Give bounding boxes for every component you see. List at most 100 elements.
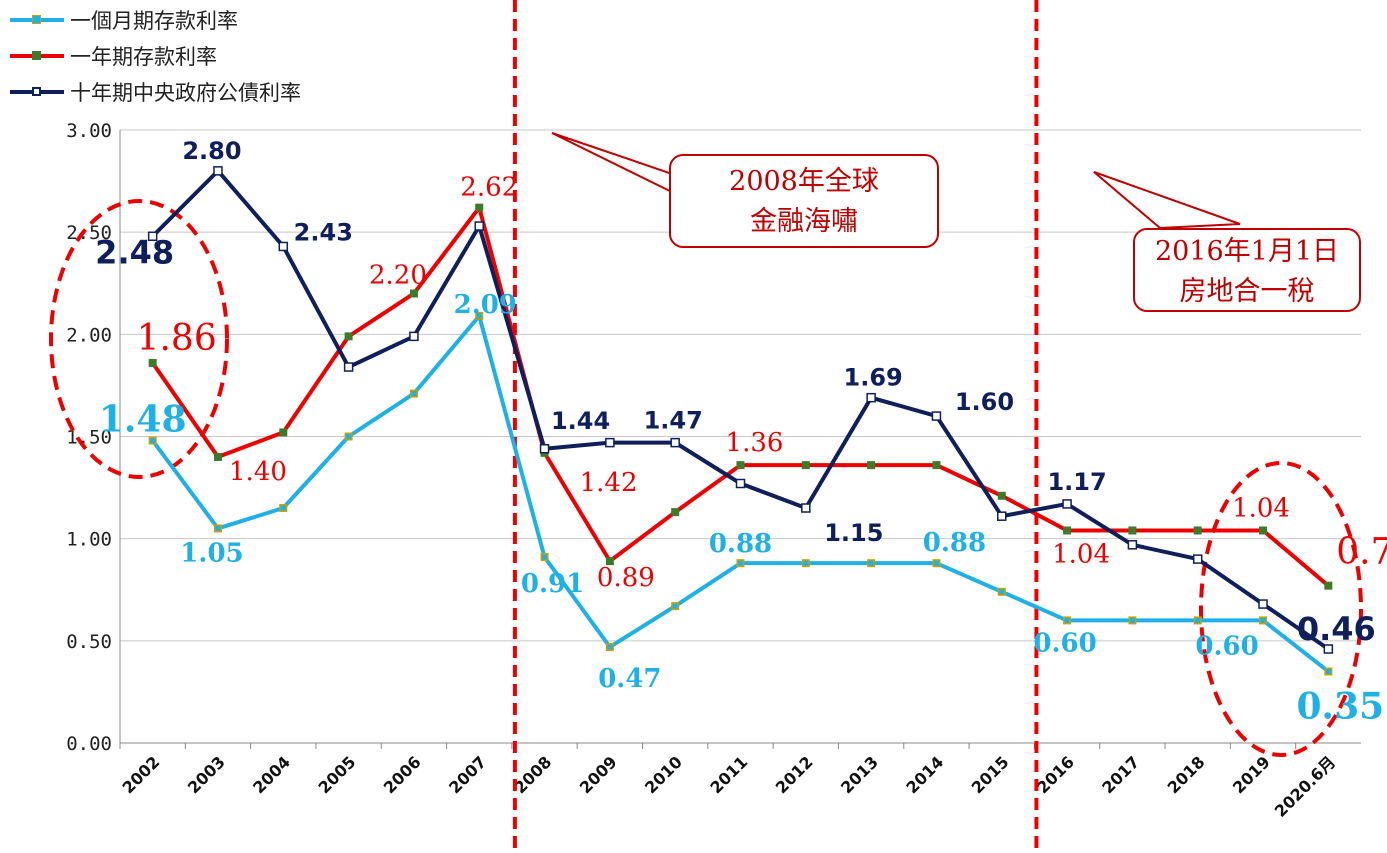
x-tick-label: 2019 bbox=[1229, 752, 1274, 797]
data-point bbox=[735, 478, 746, 489]
data-point-inner bbox=[672, 603, 678, 609]
data-point bbox=[997, 491, 1006, 500]
data-label: 2.09 bbox=[454, 290, 517, 320]
legend-swatch-ten-year bbox=[10, 85, 64, 99]
data-label: 1.44 bbox=[551, 407, 610, 435]
data-label: 1.69 bbox=[844, 364, 903, 392]
data-point bbox=[801, 503, 811, 513]
x-tick-label: 2008 bbox=[510, 752, 555, 797]
data-point bbox=[932, 461, 941, 470]
data-label: 1.48 bbox=[99, 399, 187, 441]
data-point-inner bbox=[411, 391, 417, 397]
data-label: 1.05 bbox=[180, 538, 243, 568]
legend-swatch-one-month bbox=[10, 13, 64, 27]
data-point-inner bbox=[476, 313, 482, 319]
data-point-inner bbox=[868, 560, 874, 566]
data-point bbox=[1193, 526, 1202, 535]
callout-property-tax-line2: 房地合一稅 bbox=[1179, 276, 1315, 307]
data-point-inner bbox=[1195, 617, 1201, 623]
series-line bbox=[151, 313, 1330, 674]
data-point-inner bbox=[1325, 668, 1331, 674]
data-label: 2.80 bbox=[182, 137, 241, 165]
x-tick-label: 2002 bbox=[119, 752, 164, 797]
legend-label-one-year: 一年期存款利率 bbox=[70, 45, 217, 69]
data-point bbox=[671, 508, 680, 517]
data-label: 2.48 bbox=[95, 233, 174, 271]
data-label: 2.62 bbox=[460, 173, 518, 203]
data-point bbox=[213, 166, 223, 176]
data-point bbox=[1259, 526, 1268, 535]
legend-item-one-month: 一個月期存款利率 bbox=[10, 2, 301, 38]
data-label: 1.60 bbox=[955, 388, 1014, 416]
data-point bbox=[1324, 581, 1333, 590]
data-label: 1.04 bbox=[1232, 493, 1290, 523]
callout-property-tax-line1: 2016年1月1日 bbox=[1154, 236, 1340, 267]
data-point bbox=[409, 331, 419, 342]
callout-pointer-tax bbox=[1093, 171, 1241, 230]
data-point bbox=[1062, 499, 1072, 509]
data-point bbox=[801, 461, 810, 470]
x-tick-label: 2018 bbox=[1164, 752, 1209, 797]
y-tick-label: 0.00 bbox=[66, 733, 112, 755]
callout-financial-crisis-line1: 2008年全球 bbox=[729, 166, 879, 197]
data-point bbox=[1258, 599, 1268, 609]
data-label: 0.60 bbox=[1033, 628, 1096, 658]
data-label: 0.47 bbox=[598, 664, 661, 694]
x-tick-label: 2009 bbox=[576, 752, 621, 797]
data-point bbox=[475, 203, 484, 212]
x-tick-label: 2016 bbox=[1033, 752, 1078, 797]
data-point-inner bbox=[542, 554, 548, 560]
data-point bbox=[1323, 644, 1334, 654]
data-point bbox=[1128, 526, 1137, 535]
x-tick-label: 2006 bbox=[380, 752, 425, 797]
data-label: 1.42 bbox=[580, 468, 638, 498]
y-tick-label: 1.00 bbox=[66, 529, 112, 551]
data-label: 0.46 bbox=[1297, 610, 1376, 648]
x-tick-label: 2013 bbox=[837, 752, 882, 797]
data-point bbox=[1063, 526, 1072, 535]
data-label: 1.40 bbox=[229, 457, 287, 487]
data-label: 1.04 bbox=[1052, 539, 1110, 569]
data-label: 1.15 bbox=[824, 519, 883, 547]
legend-label-ten-year: 十年期中央政府公債利率 bbox=[70, 81, 301, 105]
data-point bbox=[344, 332, 353, 341]
data-label: 1.36 bbox=[726, 428, 784, 458]
x-tick-label: 2012 bbox=[772, 752, 817, 797]
data-label: 1.17 bbox=[1047, 468, 1106, 496]
x-tick-label: 2004 bbox=[249, 752, 294, 797]
data-point-inner bbox=[280, 505, 286, 511]
x-tick-label: 2015 bbox=[968, 752, 1013, 797]
x-tick-label: 2010 bbox=[641, 752, 686, 797]
y-tick-label: 3.00 bbox=[66, 120, 112, 142]
data-point bbox=[670, 437, 680, 448]
data-point-inner bbox=[1064, 617, 1070, 623]
data-point bbox=[867, 461, 876, 470]
data-point bbox=[736, 461, 745, 470]
y-tick-label: 0.50 bbox=[66, 631, 112, 653]
data-point bbox=[278, 241, 289, 252]
data-point bbox=[147, 231, 158, 242]
data-point-inner bbox=[933, 560, 939, 566]
x-tick-label: 2003 bbox=[184, 752, 229, 797]
x-tick-label: 2011 bbox=[706, 752, 751, 797]
highlight-ellipse-2002 bbox=[49, 199, 229, 479]
data-point bbox=[539, 444, 550, 454]
legend-label-one-month: 一個月期存款利率 bbox=[70, 9, 238, 33]
callout-financial-crisis: 2008年全球 金融海嘯 bbox=[669, 154, 939, 248]
data-point-inner bbox=[738, 560, 743, 566]
y-tick-label: 1.50 bbox=[66, 427, 112, 449]
data-point bbox=[474, 221, 484, 231]
data-point bbox=[1127, 540, 1138, 550]
x-tick-label: 2020.6月 bbox=[1271, 752, 1339, 820]
data-point bbox=[1192, 554, 1203, 564]
x-tick-label: 2017 bbox=[1098, 752, 1143, 797]
callout-property-tax: 2016年1月1日 房地合一稅 bbox=[1133, 228, 1361, 312]
data-label: 0.89 bbox=[597, 563, 655, 593]
x-tick-label: 2014 bbox=[902, 752, 947, 797]
data-point bbox=[213, 452, 222, 461]
data-point-inner bbox=[999, 589, 1005, 595]
data-label: 2.20 bbox=[369, 260, 427, 290]
legend-item-one-year: 一年期存款利率 bbox=[10, 38, 301, 74]
y-tick-label: 2.00 bbox=[66, 324, 112, 346]
